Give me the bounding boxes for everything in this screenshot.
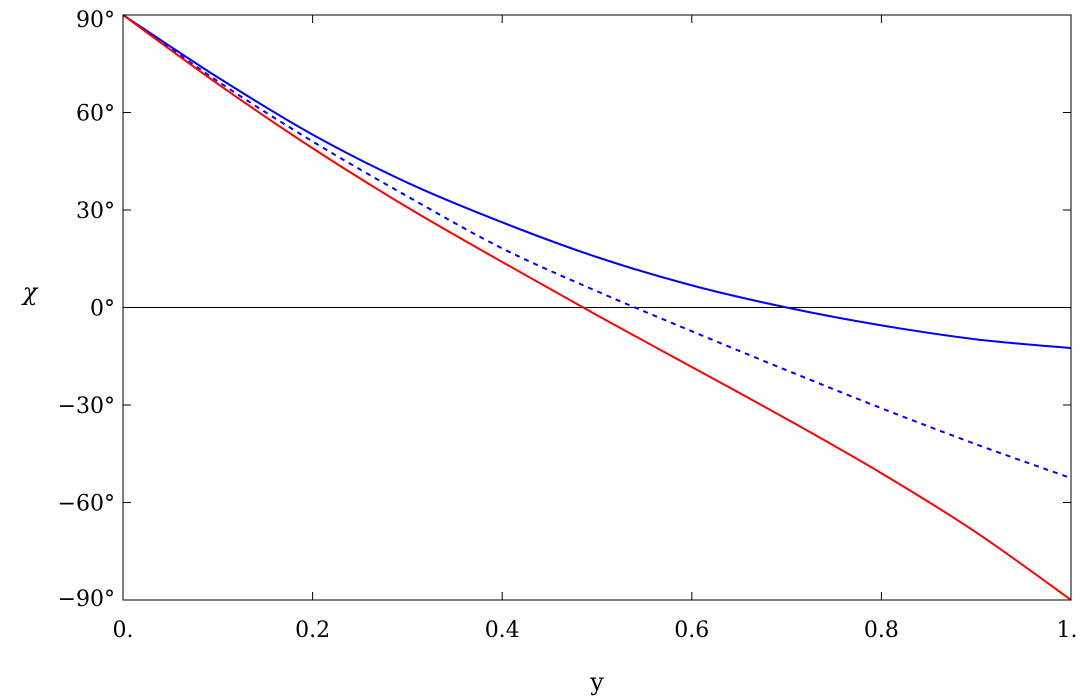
x-tick-label: 0.2 <box>295 618 330 643</box>
plot-area <box>122 14 1072 601</box>
y-tick-label: 30° <box>76 199 115 224</box>
y-tick-label: 0° <box>90 297 115 322</box>
y-tick-label: 90° <box>76 8 115 33</box>
y-axis: −90° −60° −30° 0° 30° 60° 90° <box>58 8 1071 612</box>
y-tick-label: −60° <box>58 492 115 517</box>
x-tick-label: 0. <box>113 618 134 643</box>
series-line-1 <box>122 14 1072 350</box>
x-tick-label: 0.4 <box>485 618 520 643</box>
y-tick-label: 60° <box>76 102 115 127</box>
x-axis-label: y <box>589 668 604 696</box>
x-axis: 0. 0.2 0.4 0.6 0.8 1. <box>113 15 1078 643</box>
y-axis-label: χ <box>21 278 39 306</box>
x-tick-label: 0.8 <box>864 618 899 643</box>
y-tick-label: −30° <box>58 394 115 419</box>
y-tick-label: −90° <box>58 587 115 612</box>
series-line-3 <box>122 14 1072 601</box>
series-line-2 <box>122 14 1072 480</box>
x-tick-label: 0.6 <box>674 618 709 643</box>
x-tick-label: 1. <box>1057 618 1078 643</box>
